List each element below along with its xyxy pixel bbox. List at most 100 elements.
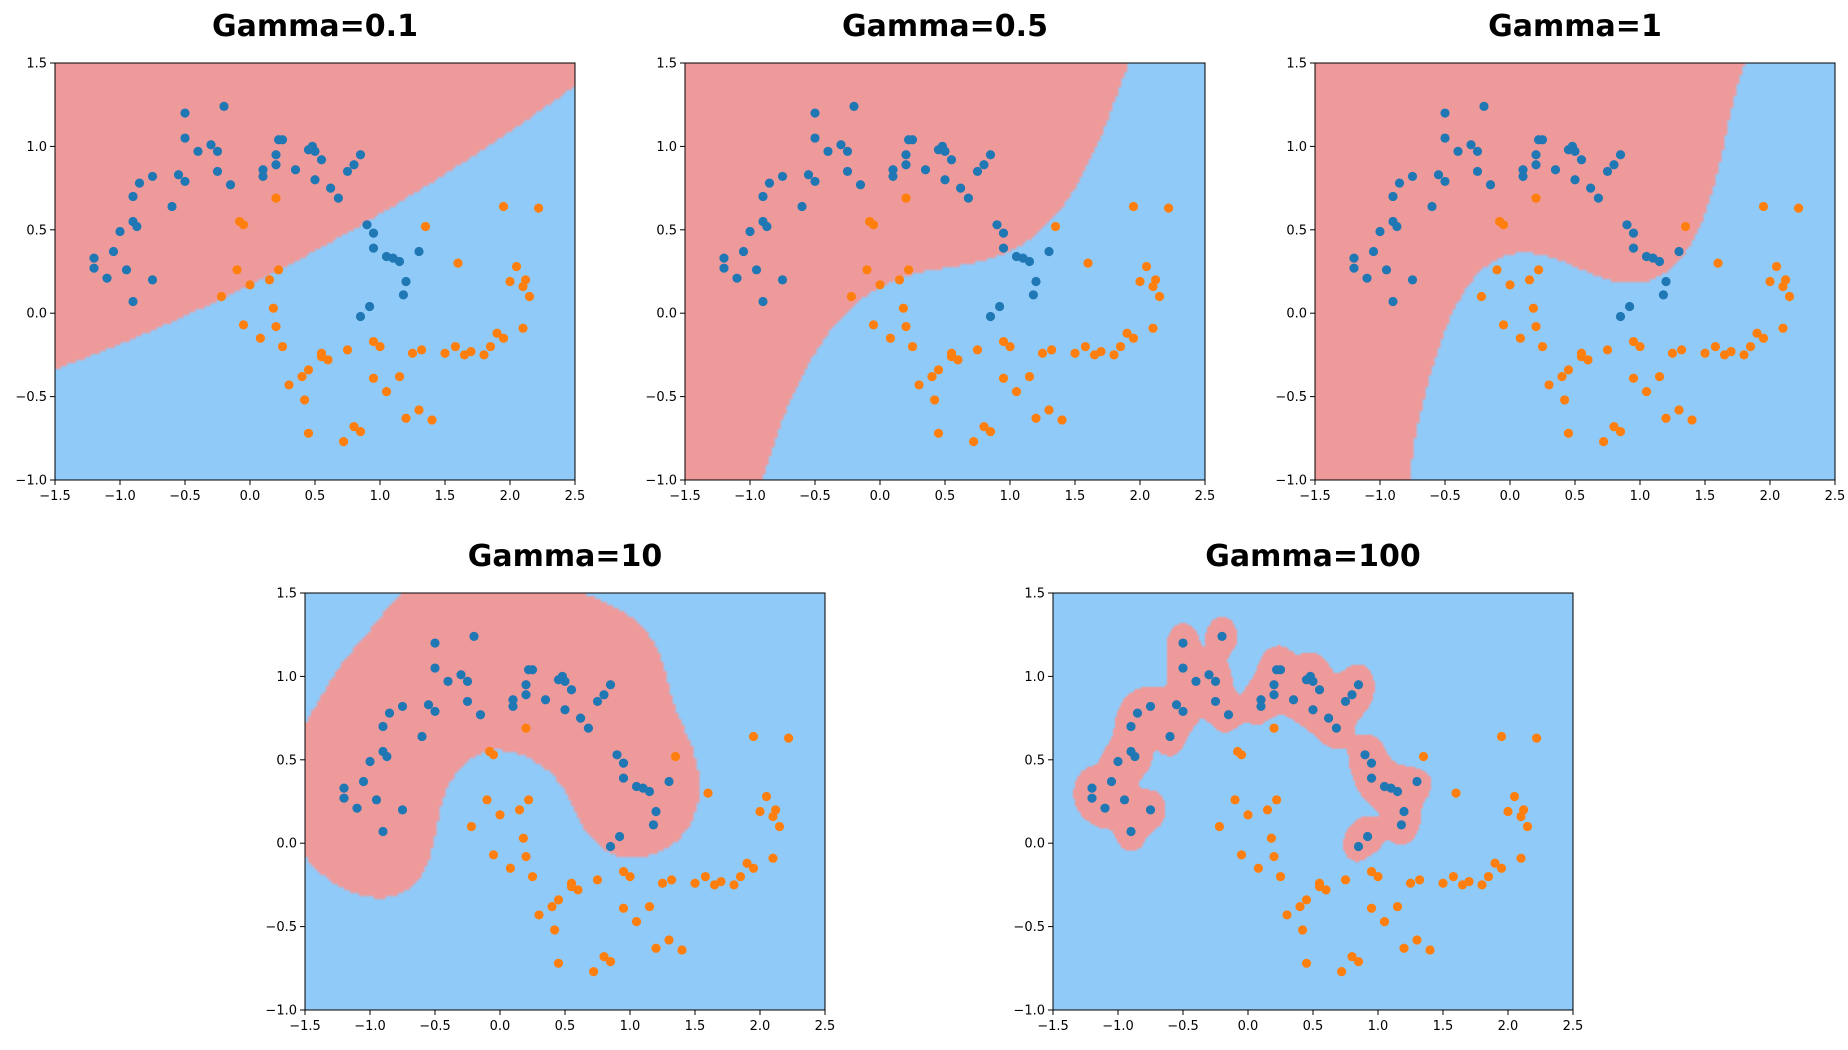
data-point-class1 bbox=[729, 880, 739, 890]
data-point-class1 bbox=[1602, 345, 1613, 355]
data-point-class0 bbox=[382, 751, 392, 762]
data-point-class1 bbox=[901, 193, 911, 203]
x-tick-label: −1.0 bbox=[734, 489, 766, 504]
data-point-class0 bbox=[102, 273, 112, 283]
data-point-class0 bbox=[907, 135, 918, 145]
data-point-class0 bbox=[946, 155, 957, 165]
data-point-class0 bbox=[475, 710, 486, 720]
data-point-class1 bbox=[1047, 345, 1057, 355]
x-tick-label: 2.0 bbox=[1130, 489, 1151, 504]
data-point-class0 bbox=[1453, 146, 1463, 157]
data-point-class1 bbox=[1778, 323, 1788, 333]
data-point-class1 bbox=[930, 395, 940, 405]
data-point-class1 bbox=[381, 386, 392, 397]
data-point-class1 bbox=[303, 365, 314, 375]
data-point-class0 bbox=[576, 713, 586, 723]
data-point-class0 bbox=[1518, 165, 1528, 175]
subplot-gamma-100: Gamma=100 −1.5 −1.0 −0.5 0.0 0.5 1.0 1.5 2.0 2.5−… bbox=[998, 530, 1598, 1050]
data-point-class0 bbox=[1113, 756, 1123, 767]
data-point-class1 bbox=[605, 957, 616, 967]
data-point-class1 bbox=[1282, 910, 1292, 920]
data-point-class0 bbox=[810, 108, 820, 118]
data-point-class1 bbox=[1151, 275, 1161, 285]
x-tick-label: −1.0 bbox=[1364, 489, 1396, 504]
data-point-class0 bbox=[823, 146, 833, 157]
data-point-class1 bbox=[1269, 723, 1279, 733]
x-tick-label: −1.0 bbox=[104, 489, 136, 504]
data-point-class0 bbox=[888, 165, 898, 175]
data-point-class1 bbox=[284, 380, 294, 390]
data-point-class1 bbox=[1412, 935, 1422, 945]
data-point-class0 bbox=[89, 263, 99, 273]
data-point-class0 bbox=[397, 805, 408, 815]
data-point-class0 bbox=[1044, 246, 1054, 257]
data-point-class0 bbox=[1031, 276, 1041, 287]
data-point-class1 bbox=[927, 371, 937, 382]
x-tick-label: 1.5 bbox=[1065, 489, 1086, 504]
data-point-class0 bbox=[719, 263, 729, 273]
x-tick-label: −1.0 bbox=[1102, 1019, 1134, 1034]
data-point-class0 bbox=[456, 670, 466, 680]
data-point-class1 bbox=[907, 341, 918, 352]
data-point-class1 bbox=[1135, 276, 1145, 287]
data-point-class0 bbox=[940, 175, 950, 185]
data-point-class0 bbox=[1375, 226, 1385, 237]
data-point-class0 bbox=[1440, 176, 1450, 187]
data-point-class1 bbox=[985, 427, 996, 437]
y-tick-label: −1.0 bbox=[645, 474, 677, 489]
data-point-class0 bbox=[1615, 311, 1626, 322]
data-point-class0 bbox=[1204, 670, 1214, 680]
data-point-class1 bbox=[527, 871, 538, 882]
data-point-class0 bbox=[1472, 166, 1483, 177]
data-point-class1 bbox=[1154, 291, 1165, 302]
data-point-class1 bbox=[1031, 413, 1041, 423]
data-point-class0 bbox=[1126, 721, 1136, 732]
data-point-class1 bbox=[573, 885, 583, 895]
data-point-class0 bbox=[745, 226, 755, 237]
data-point-class0 bbox=[271, 150, 281, 160]
decision-region bbox=[1315, 63, 1835, 480]
data-point-class1 bbox=[1399, 943, 1409, 953]
data-point-class1 bbox=[1687, 415, 1697, 425]
x-tick-label: 1.5 bbox=[1433, 1019, 1454, 1034]
data-point-class1 bbox=[1516, 853, 1526, 863]
data-point-class1 bbox=[1269, 851, 1279, 862]
data-point-class0 bbox=[1407, 275, 1418, 285]
data-point-class1 bbox=[1476, 291, 1486, 302]
data-point-class1 bbox=[485, 341, 496, 352]
data-point-class0 bbox=[378, 826, 388, 837]
x-tick-label: −1.5 bbox=[39, 489, 71, 504]
y-tick-label: 0.0 bbox=[1286, 307, 1307, 322]
data-point-class0 bbox=[1593, 193, 1603, 203]
data-point-class1 bbox=[238, 220, 249, 230]
data-point-class0 bbox=[664, 776, 674, 787]
data-point-class1 bbox=[1415, 875, 1425, 885]
data-point-class0 bbox=[1087, 783, 1097, 793]
data-point-class1 bbox=[1321, 885, 1331, 895]
data-point-class0 bbox=[1586, 183, 1596, 193]
data-point-class1 bbox=[677, 945, 687, 955]
x-tick-label: 1.5 bbox=[435, 489, 456, 504]
data-point-class0 bbox=[365, 756, 375, 767]
data-point-class0 bbox=[173, 170, 184, 180]
data-point-class0 bbox=[212, 146, 223, 157]
data-point-class0 bbox=[1427, 201, 1437, 212]
subplot-svg: Gamma=10−1.5 −1.0 −0.5 0.0 0.5 1.0 1.5 2.0 2.5−1… bbox=[265, 539, 835, 1034]
x-tick-label: 1.5 bbox=[685, 1019, 706, 1034]
data-point-class1 bbox=[1534, 265, 1544, 275]
data-point-class1 bbox=[1794, 203, 1804, 213]
data-point-class1 bbox=[1115, 341, 1126, 352]
data-point-class0 bbox=[277, 135, 288, 145]
x-tick-label: 2.5 bbox=[1563, 1019, 1584, 1034]
data-point-class1 bbox=[599, 952, 609, 962]
data-point-class0 bbox=[940, 146, 950, 157]
data-point-class1 bbox=[514, 805, 525, 815]
data-point-class1 bbox=[1784, 291, 1795, 302]
data-point-class1 bbox=[238, 320, 249, 330]
data-point-class1 bbox=[1758, 333, 1769, 343]
y-tick-label: 1.0 bbox=[656, 140, 677, 155]
data-point-class1 bbox=[277, 341, 288, 352]
data-point-class1 bbox=[1089, 350, 1100, 360]
data-point-class1 bbox=[1498, 320, 1509, 330]
data-point-class0 bbox=[998, 228, 1009, 238]
